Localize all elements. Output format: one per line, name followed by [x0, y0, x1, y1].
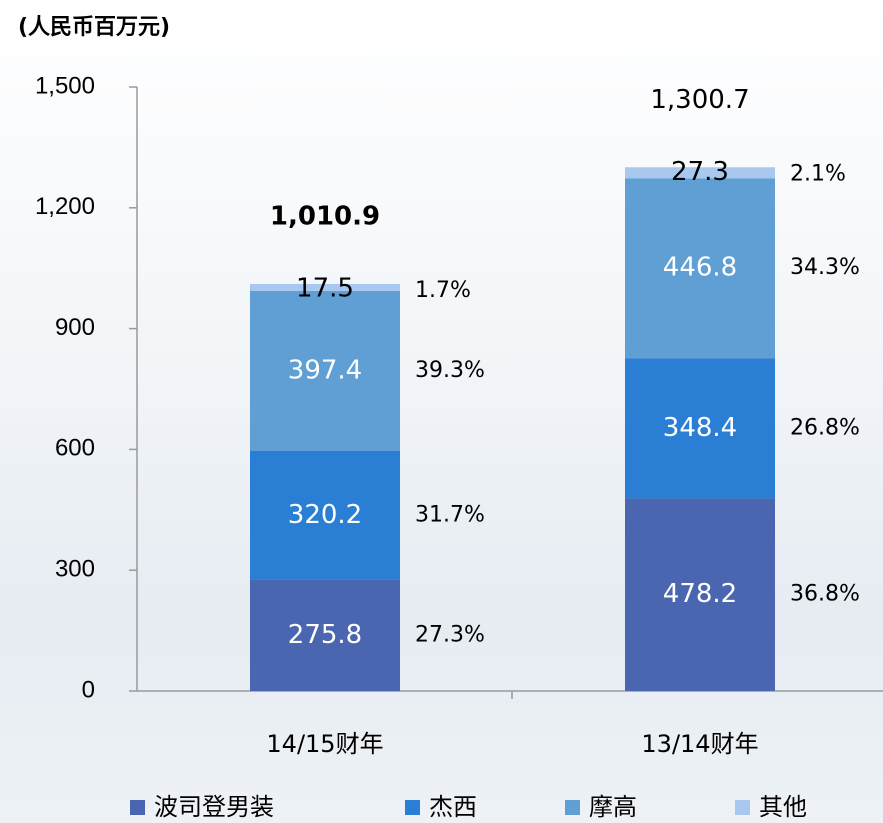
bar-segment: [625, 178, 775, 359]
bar-segment: [625, 358, 775, 499]
legend-swatch: [735, 800, 750, 815]
share-label: 34.3%: [790, 255, 860, 280]
bar-segment: [625, 498, 775, 691]
chart-title: (人民币百万元): [18, 15, 170, 40]
segment-label: 348.4: [663, 413, 737, 443]
bar-segment: [250, 579, 400, 691]
share-label: 31.7%: [415, 502, 485, 527]
legend-label: 摩高: [589, 793, 637, 821]
bar-segment: [625, 167, 775, 179]
segment-label: 275.8: [288, 620, 362, 650]
segment-label: 478.2: [663, 579, 737, 609]
legend-swatch: [405, 800, 420, 815]
bar-segment: [250, 290, 400, 452]
share-label: 36.8%: [790, 582, 860, 607]
y-tick-label: 300: [55, 556, 95, 583]
y-tick-label: 1,500: [35, 72, 95, 99]
legend-swatch: [130, 800, 145, 815]
legend-label: 杰西: [429, 793, 477, 821]
segment-label: 446.8: [663, 253, 737, 283]
share-label: 39.3%: [415, 358, 485, 383]
y-tick-label: 900: [55, 314, 95, 341]
y-tick-label: 600: [55, 435, 95, 462]
share-label: 1.7%: [415, 278, 471, 303]
x-tick-label: 13/14财年: [641, 730, 758, 758]
segment-label: 27.3: [671, 157, 729, 187]
segment-label: 320.2: [288, 500, 362, 530]
legend-label: 其他: [759, 793, 807, 821]
legend-swatch: [565, 800, 580, 815]
y-tick-label: 0: [82, 676, 95, 703]
share-label: 26.8%: [790, 415, 860, 440]
segment-label: 17.5: [296, 273, 354, 303]
bar-segment: [250, 451, 400, 580]
x-tick-label: 14/15财年: [266, 730, 383, 758]
legend-label: 波司登男装: [154, 793, 274, 821]
y-tick-label: 1,200: [35, 193, 95, 220]
share-label: 2.1%: [790, 161, 846, 186]
total-label: 1,010.9: [270, 201, 380, 231]
segment-label: 397.4: [288, 356, 362, 386]
bar-segment: [250, 283, 400, 291]
share-label: 27.3%: [415, 622, 485, 647]
total-label: 1,300.7: [650, 85, 749, 115]
